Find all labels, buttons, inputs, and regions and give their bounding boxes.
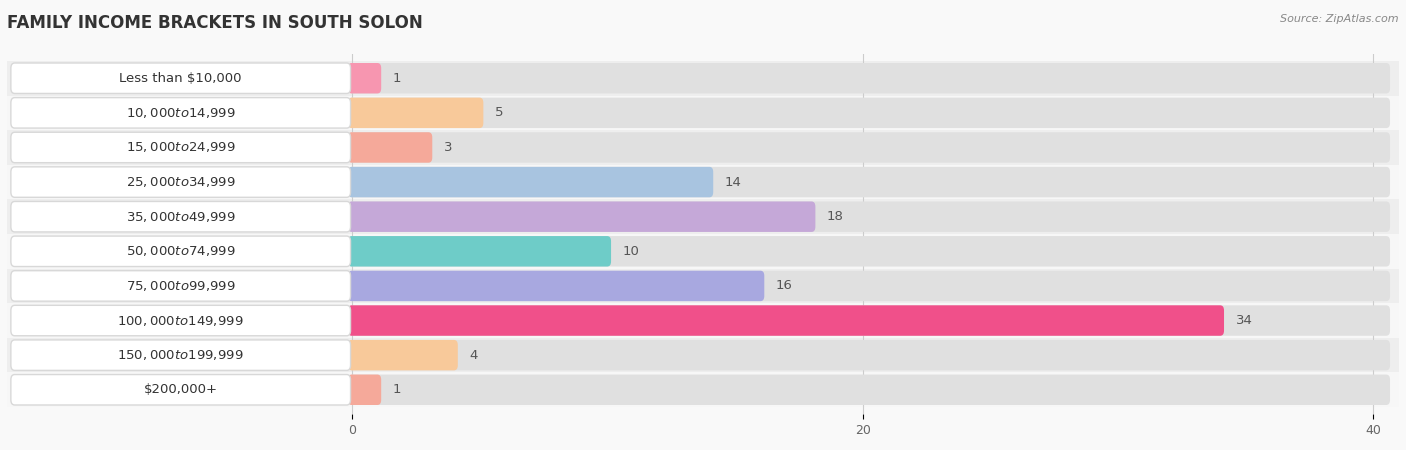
Text: $25,000 to $34,999: $25,000 to $34,999 xyxy=(127,175,236,189)
Text: $75,000 to $99,999: $75,000 to $99,999 xyxy=(127,279,236,293)
FancyBboxPatch shape xyxy=(349,340,458,370)
FancyBboxPatch shape xyxy=(349,98,1391,128)
Text: 1: 1 xyxy=(392,72,401,85)
FancyBboxPatch shape xyxy=(349,167,713,197)
Text: 18: 18 xyxy=(827,210,844,223)
Text: $100,000 to $149,999: $100,000 to $149,999 xyxy=(118,314,245,328)
Text: 1: 1 xyxy=(392,383,401,396)
FancyBboxPatch shape xyxy=(349,132,1391,163)
FancyBboxPatch shape xyxy=(7,269,1399,303)
FancyBboxPatch shape xyxy=(349,202,1391,232)
FancyBboxPatch shape xyxy=(7,373,1399,407)
FancyBboxPatch shape xyxy=(11,236,350,266)
Text: Source: ZipAtlas.com: Source: ZipAtlas.com xyxy=(1281,14,1399,23)
FancyBboxPatch shape xyxy=(7,95,1399,130)
FancyBboxPatch shape xyxy=(7,130,1399,165)
FancyBboxPatch shape xyxy=(349,340,1391,370)
Text: 10: 10 xyxy=(623,245,640,258)
FancyBboxPatch shape xyxy=(7,61,1399,95)
FancyBboxPatch shape xyxy=(349,374,381,405)
FancyBboxPatch shape xyxy=(349,236,1391,266)
FancyBboxPatch shape xyxy=(7,303,1399,338)
FancyBboxPatch shape xyxy=(349,271,765,301)
FancyBboxPatch shape xyxy=(349,63,1391,94)
FancyBboxPatch shape xyxy=(11,305,350,336)
Text: $15,000 to $24,999: $15,000 to $24,999 xyxy=(127,140,236,154)
FancyBboxPatch shape xyxy=(11,340,350,370)
FancyBboxPatch shape xyxy=(349,98,484,128)
FancyBboxPatch shape xyxy=(11,374,350,405)
FancyBboxPatch shape xyxy=(11,271,350,301)
FancyBboxPatch shape xyxy=(7,234,1399,269)
FancyBboxPatch shape xyxy=(11,132,350,163)
FancyBboxPatch shape xyxy=(349,374,1391,405)
FancyBboxPatch shape xyxy=(349,202,815,232)
FancyBboxPatch shape xyxy=(7,199,1399,234)
Text: 5: 5 xyxy=(495,106,503,119)
FancyBboxPatch shape xyxy=(11,63,350,94)
FancyBboxPatch shape xyxy=(349,63,381,94)
Text: $150,000 to $199,999: $150,000 to $199,999 xyxy=(118,348,245,362)
Text: 16: 16 xyxy=(776,279,793,292)
Text: $35,000 to $49,999: $35,000 to $49,999 xyxy=(127,210,236,224)
FancyBboxPatch shape xyxy=(349,305,1391,336)
Text: 3: 3 xyxy=(444,141,453,154)
FancyBboxPatch shape xyxy=(11,98,350,128)
FancyBboxPatch shape xyxy=(11,167,350,197)
FancyBboxPatch shape xyxy=(7,165,1399,199)
Text: $50,000 to $74,999: $50,000 to $74,999 xyxy=(127,244,236,258)
Text: FAMILY INCOME BRACKETS IN SOUTH SOLON: FAMILY INCOME BRACKETS IN SOUTH SOLON xyxy=(7,14,423,32)
FancyBboxPatch shape xyxy=(349,167,1391,197)
Text: $200,000+: $200,000+ xyxy=(143,383,218,396)
Text: 4: 4 xyxy=(470,349,478,362)
FancyBboxPatch shape xyxy=(349,236,612,266)
Text: Less than $10,000: Less than $10,000 xyxy=(120,72,242,85)
Text: 34: 34 xyxy=(1236,314,1253,327)
FancyBboxPatch shape xyxy=(349,271,1391,301)
FancyBboxPatch shape xyxy=(11,202,350,232)
FancyBboxPatch shape xyxy=(349,305,1225,336)
FancyBboxPatch shape xyxy=(7,338,1399,373)
FancyBboxPatch shape xyxy=(349,132,432,163)
Text: $10,000 to $14,999: $10,000 to $14,999 xyxy=(127,106,236,120)
Text: 14: 14 xyxy=(724,176,741,189)
